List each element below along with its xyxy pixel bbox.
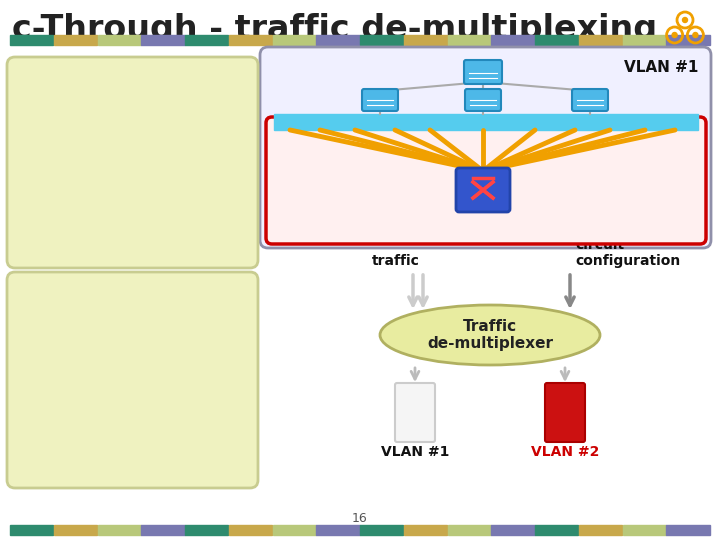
Bar bbox=[579, 525, 622, 535]
Text: VLAN #2: VLAN #2 bbox=[617, 213, 692, 228]
Text: Traffic
de-multiplexer: Traffic de-multiplexer bbox=[427, 319, 553, 351]
FancyBboxPatch shape bbox=[464, 60, 502, 84]
Text: 16: 16 bbox=[352, 511, 368, 524]
Text: circuit
configuration: circuit configuration bbox=[575, 238, 680, 268]
Text: traffic: traffic bbox=[372, 254, 420, 268]
Text: VLAN #1: VLAN #1 bbox=[624, 60, 698, 75]
Bar bbox=[535, 35, 578, 45]
Bar bbox=[535, 525, 578, 535]
FancyBboxPatch shape bbox=[266, 117, 706, 244]
Bar bbox=[666, 35, 709, 45]
FancyBboxPatch shape bbox=[7, 272, 258, 488]
Text: VLAN-based network
isolation:: VLAN-based network isolation: bbox=[29, 75, 209, 107]
Bar bbox=[579, 35, 622, 45]
Bar bbox=[448, 525, 491, 535]
Bar bbox=[272, 525, 316, 535]
FancyBboxPatch shape bbox=[260, 47, 711, 248]
Text: VLAN #1: VLAN #1 bbox=[381, 445, 449, 459]
Bar bbox=[97, 525, 140, 535]
Circle shape bbox=[693, 32, 698, 37]
Ellipse shape bbox=[380, 305, 600, 365]
FancyBboxPatch shape bbox=[362, 89, 398, 111]
Bar bbox=[141, 35, 184, 45]
Bar bbox=[360, 525, 403, 535]
Bar bbox=[491, 35, 534, 45]
Bar bbox=[623, 525, 666, 535]
Bar bbox=[97, 35, 140, 45]
Bar bbox=[185, 35, 228, 45]
Bar bbox=[404, 525, 447, 535]
FancyBboxPatch shape bbox=[395, 383, 435, 442]
Text: – Controller informs hosts
  about the circuit
  configuration: – Controller informs hosts about the cir… bbox=[29, 330, 189, 373]
Text: – End-hosts tag packets
  accordingly: – End-hosts tag packets accordingly bbox=[29, 400, 178, 428]
Bar bbox=[141, 525, 184, 535]
Bar bbox=[316, 35, 359, 45]
FancyBboxPatch shape bbox=[456, 168, 510, 212]
Bar bbox=[229, 35, 272, 45]
Bar bbox=[448, 35, 491, 45]
FancyBboxPatch shape bbox=[572, 89, 608, 111]
Bar bbox=[491, 525, 534, 535]
Bar bbox=[185, 525, 228, 535]
Bar bbox=[10, 525, 53, 535]
Bar bbox=[274, 114, 698, 130]
Bar bbox=[229, 525, 272, 535]
Bar bbox=[10, 35, 53, 45]
Text: – Avoid the instability
  caused by circuit
  reconfiguration: – Avoid the instability caused by circui… bbox=[29, 170, 163, 213]
Bar bbox=[623, 35, 666, 45]
Circle shape bbox=[683, 17, 688, 23]
Text: c-Through - traffic de-multiplexing: c-Through - traffic de-multiplexing bbox=[12, 13, 657, 46]
FancyBboxPatch shape bbox=[465, 89, 501, 111]
Text: – No need to modify
  switches: – No need to modify switches bbox=[29, 127, 155, 155]
Bar bbox=[54, 525, 97, 535]
Bar bbox=[404, 35, 447, 45]
Text: VLAN #2: VLAN #2 bbox=[531, 445, 599, 459]
Circle shape bbox=[672, 32, 677, 37]
Bar bbox=[316, 525, 359, 535]
Bar bbox=[54, 35, 97, 45]
Bar bbox=[272, 35, 316, 45]
Bar bbox=[666, 525, 709, 535]
FancyBboxPatch shape bbox=[545, 383, 585, 442]
FancyBboxPatch shape bbox=[7, 57, 258, 268]
Text: Traffic control on hosts:: Traffic control on hosts: bbox=[29, 290, 233, 305]
Bar bbox=[360, 35, 403, 45]
